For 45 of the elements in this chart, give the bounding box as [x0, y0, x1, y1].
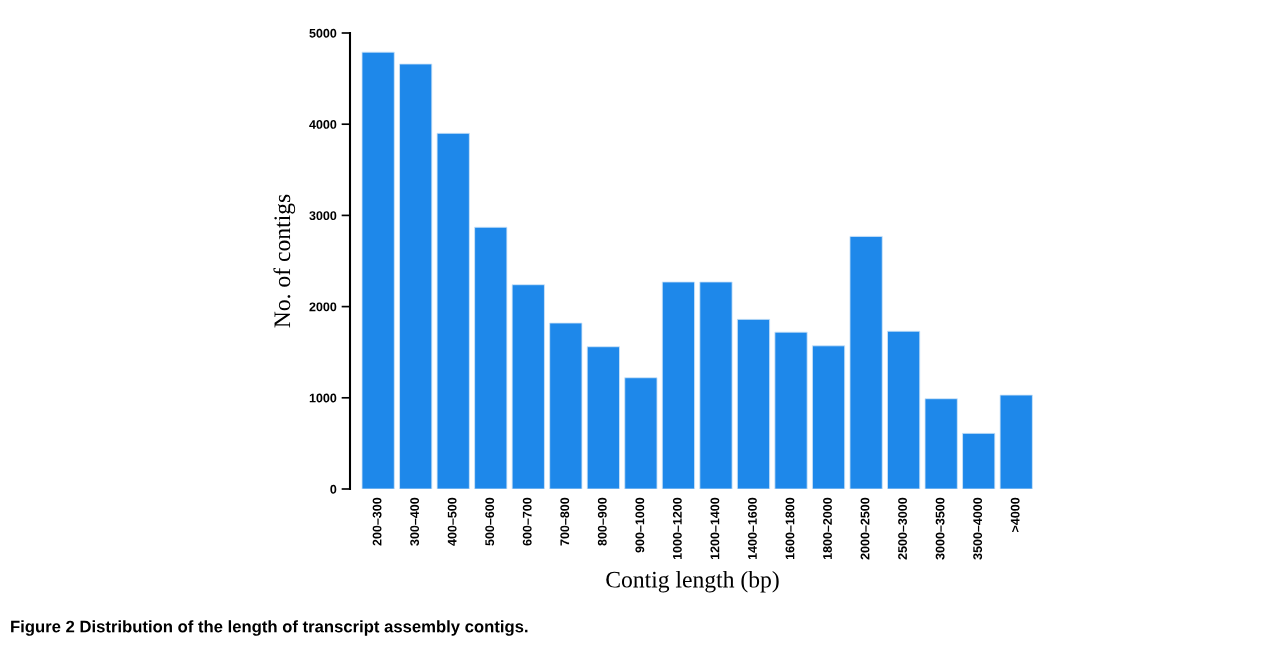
x-tick-label: 3000–3500	[935, 497, 945, 560]
x-tick-label: 300–400	[410, 497, 420, 546]
x-tick-label: 600–700	[522, 497, 532, 546]
bar	[999, 394, 1033, 489]
bar	[361, 51, 395, 489]
x-tick-label: 500–600	[485, 497, 495, 546]
x-tick-label: 1400–1600	[748, 497, 757, 560]
x-axis-title: Contig length (bp)	[606, 571, 779, 593]
bar	[699, 281, 733, 489]
x-tick-label: 900–1000	[635, 497, 645, 553]
y-tick-label: 1000	[309, 393, 337, 403]
x-tick-label: 1800–2000	[823, 497, 832, 560]
bar	[586, 346, 620, 489]
bar	[924, 398, 958, 489]
x-tick-label: 1000–1200	[672, 497, 682, 560]
caption: Figure 2 Distribution of the length of transcript assembly contigs.	[11, 620, 528, 636]
bar	[661, 281, 695, 489]
x-tick-label: 1600–1800	[785, 497, 795, 560]
bar	[849, 235, 883, 489]
x-tick-label: 200–300	[372, 497, 382, 546]
bar	[474, 226, 508, 489]
bar	[812, 345, 846, 489]
x-tick-label: >4000	[1010, 497, 1020, 532]
bar	[736, 318, 771, 489]
y-tick-label: 3000	[309, 211, 337, 221]
bar	[511, 284, 545, 489]
x-tick-label: 1200–1400	[710, 497, 720, 560]
bar	[624, 377, 658, 489]
bar	[962, 432, 996, 489]
x-tick-label: 2500–3000	[898, 497, 907, 560]
x-tick-label: 800–900	[597, 497, 607, 546]
y-tick-label: 2000	[309, 302, 337, 312]
x-tick-label: 700–800	[560, 497, 570, 546]
y-tick-label: 0	[330, 484, 337, 494]
x-tick-label: 3500–4000	[973, 497, 983, 560]
x-tick-label: 2000–2500	[860, 497, 870, 560]
bar	[436, 132, 470, 489]
bar	[774, 331, 808, 489]
bar	[887, 330, 921, 489]
x-tick-label: 400–500	[447, 497, 457, 546]
bar	[549, 322, 583, 489]
y-tick-label: 5000	[309, 28, 337, 38]
bar	[399, 63, 433, 489]
y-tick-label: 4000	[309, 120, 337, 129]
y-axis-title: No. of contigs	[273, 194, 296, 328]
